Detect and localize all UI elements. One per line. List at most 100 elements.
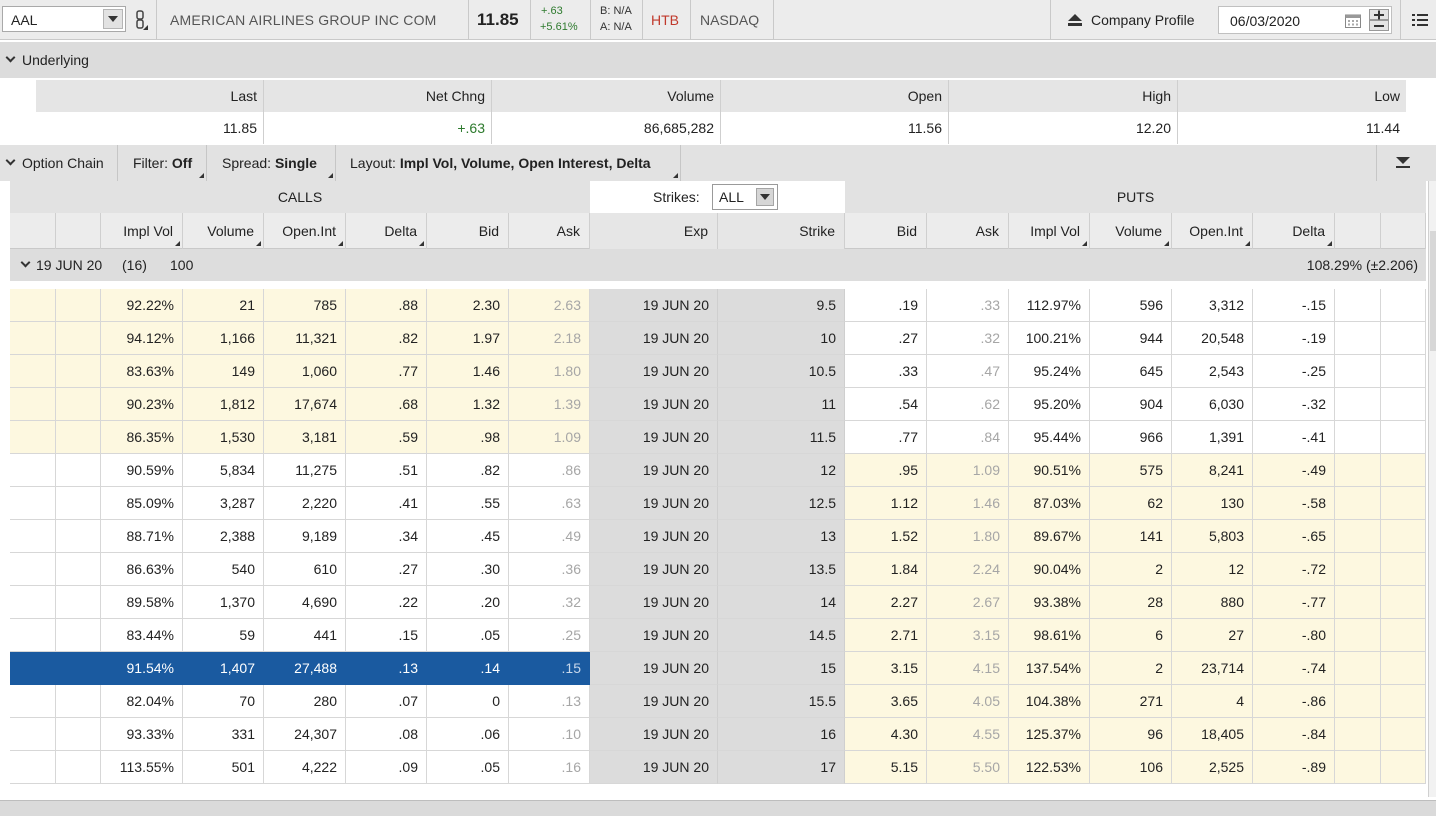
option-row[interactable]: 83.44% 59 441.15.05.25 19 JUN 20 14.5 2.71 3.1… — [10, 619, 1426, 652]
cell-put-ask[interactable]: 1.09 — [927, 454, 1009, 487]
cell-put-bid[interactable]: 2.71 — [845, 619, 927, 652]
cell-put-bid[interactable]: .95 — [845, 454, 927, 487]
col-header-put-open-int[interactable]: Open.Int — [1172, 213, 1253, 249]
cell-call-bid[interactable]: .05 — [427, 751, 509, 784]
option-row[interactable]: 86.35% 1,530 3,181.59.98 1.09 19 JUN 20 11.5.… — [10, 421, 1426, 454]
cell-call-ask[interactable]: 2.63 — [509, 289, 590, 322]
cell-call-bid[interactable]: .55 — [427, 487, 509, 520]
cell-put-ask[interactable]: .84 — [927, 421, 1009, 454]
cell-call-ask[interactable]: .32 — [509, 586, 590, 619]
cell-put-bid[interactable]: 3.65 — [845, 685, 927, 718]
cell-call-ask[interactable]: .49 — [509, 520, 590, 553]
col-header-call-delta[interactable]: Delta — [346, 213, 427, 249]
cell-put-bid[interactable]: 2.27 — [845, 586, 927, 619]
cell-call-ask[interactable]: .86 — [509, 454, 590, 487]
symbol-input[interactable]: AAL — [2, 6, 126, 32]
col-header-call-volume[interactable]: Volume — [183, 213, 264, 249]
col-header-call-open-int[interactable]: Open.Int — [264, 213, 346, 249]
cell-put-bid[interactable]: 1.84 — [845, 553, 927, 586]
strikes-select[interactable]: ALL — [712, 184, 778, 210]
cell-call-bid[interactable]: 2.30 — [427, 289, 509, 322]
option-row[interactable]: 90.59% 5,834 11,275.51.82.86 19 JUN 20 12.95… — [10, 454, 1426, 487]
strikes-dropdown-button[interactable] — [756, 188, 774, 206]
option-row[interactable]: 93.33% 331 24,307.08.06.10 19 JUN 20 16 4.30 4… — [10, 718, 1426, 751]
cell-call-bid[interactable]: .45 — [427, 520, 509, 553]
cell-put-ask[interactable]: 2.24 — [927, 553, 1009, 586]
option-row[interactable]: 91.54% 1,407 27,488.13.14.15 19 JUN 20 15 3.1… — [10, 652, 1426, 685]
option-row[interactable]: 83.63% 149 1,060.77 1.46 1.80 19 JUN 20 10.5.3… — [10, 355, 1426, 388]
cell-call-ask[interactable]: .63 — [509, 487, 590, 520]
cell-put-ask[interactable]: 1.80 — [927, 520, 1009, 553]
cell-call-bid[interactable]: .20 — [427, 586, 509, 619]
option-row[interactable]: 89.58% 1,370 4,690.22.20.32 19 JUN 20 14 2.27… — [10, 586, 1426, 619]
cell-call-ask[interactable]: .36 — [509, 553, 590, 586]
col-header-put-volume[interactable]: Volume — [1090, 213, 1172, 249]
cell-call-bid[interactable]: 1.97 — [427, 322, 509, 355]
chevron-down-icon[interactable] — [20, 257, 31, 268]
scrollbar-thumb[interactable] — [1430, 231, 1436, 351]
cell-put-bid[interactable]: .77 — [845, 421, 927, 454]
collapse-all-button[interactable] — [1376, 145, 1428, 181]
cell-put-ask[interactable]: 2.67 — [927, 586, 1009, 619]
symbol-dropdown-button[interactable] — [103, 9, 123, 29]
cell-put-bid[interactable]: 5.15 — [845, 751, 927, 784]
link-icon[interactable] — [134, 9, 148, 31]
cell-call-ask[interactable]: .15 — [509, 652, 590, 685]
list-menu-icon[interactable] — [1412, 12, 1428, 28]
cell-put-bid[interactable]: 1.12 — [845, 487, 927, 520]
col-header-call-impl-vol[interactable]: Impl Vol — [101, 213, 183, 249]
cell-put-bid[interactable]: 4.30 — [845, 718, 927, 751]
cell-call-ask[interactable]: 2.18 — [509, 322, 590, 355]
cell-call-ask[interactable]: .25 — [509, 619, 590, 652]
option-row[interactable]: 92.22% 21 785.88 2.30 2.63 19 JUN 20 9.5.19.33… — [10, 289, 1426, 322]
option-row[interactable]: 82.04% 70 280.07 0.13 19 JUN 20 15.5 3.65 4.05 1… — [10, 685, 1426, 718]
col-header-put-ask[interactable]: Ask — [927, 213, 1009, 249]
cell-put-ask[interactable]: .47 — [927, 355, 1009, 388]
cell-put-ask[interactable]: 4.55 — [927, 718, 1009, 751]
cell-put-ask[interactable]: 3.15 — [927, 619, 1009, 652]
date-input[interactable]: 06/03/2020 — [1218, 6, 1392, 34]
cell-call-bid[interactable]: .05 — [427, 619, 509, 652]
option-row[interactable]: 86.63% 540 610.27.30.36 19 JUN 20 13.5 1.84 2.… — [10, 553, 1426, 586]
cell-put-bid[interactable]: .54 — [845, 388, 927, 421]
col-header-put-bid[interactable]: Bid — [845, 213, 927, 249]
cell-call-ask[interactable]: 1.80 — [509, 355, 590, 388]
cell-put-ask[interactable]: .33 — [927, 289, 1009, 322]
cell-put-ask[interactable]: 4.15 — [927, 652, 1009, 685]
cell-call-bid[interactable]: .82 — [427, 454, 509, 487]
cell-call-bid[interactable]: .14 — [427, 652, 509, 685]
option-row[interactable]: 85.09% 3,287 2,220.41.55.63 19 JUN 20 12.5 1.… — [10, 487, 1426, 520]
cell-call-ask[interactable]: 1.39 — [509, 388, 590, 421]
cell-call-bid[interactable]: 0 — [427, 685, 509, 718]
expiry-group-row[interactable]: 19 JUN 20 (16) 100 108.29% (±2.206) — [10, 249, 1426, 281]
date-stepper[interactable] — [1369, 9, 1389, 31]
layout-button[interactable]: Layout: Impl Vol, Volume, Open Interest,… — [336, 145, 681, 181]
spread-button[interactable]: Spread: Single — [207, 145, 336, 181]
underlying-header[interactable]: Underlying — [0, 42, 1436, 78]
option-row[interactable]: 113.55% 501 4,222.09.05.16 19 JUN 20 17 5.15 5… — [10, 751, 1426, 784]
option-row[interactable]: 88.71% 2,388 9,189.34.45.49 19 JUN 20 13 1.52… — [10, 520, 1426, 553]
option-chain-toggle[interactable]: Option Chain — [0, 145, 118, 181]
cell-put-bid[interactable]: .19 — [845, 289, 927, 322]
cell-put-ask[interactable]: .62 — [927, 388, 1009, 421]
chevron-down-icon[interactable] — [5, 52, 16, 63]
col-header-exp[interactable]: Exp — [590, 213, 718, 249]
col-header-call-ask[interactable]: Ask — [509, 213, 590, 249]
vertical-scrollbar[interactable] — [1428, 181, 1436, 797]
col-header-strike[interactable]: Strike — [718, 213, 845, 249]
cell-put-bid[interactable]: .33 — [845, 355, 927, 388]
calendar-icon[interactable] — [1345, 13, 1361, 28]
option-row[interactable]: 90.23% 1,812 17,674.68 1.32 1.39 19 JUN 20 11.… — [10, 388, 1426, 421]
cell-put-ask[interactable]: 4.05 — [927, 685, 1009, 718]
cell-put-ask[interactable]: 5.50 — [927, 751, 1009, 784]
cell-call-ask[interactable]: .13 — [509, 685, 590, 718]
option-row[interactable]: 94.12% 1,166 11,321.82 1.97 2.18 19 JUN 20 10.… — [10, 322, 1426, 355]
cell-call-ask[interactable]: .10 — [509, 718, 590, 751]
cell-call-bid[interactable]: .98 — [427, 421, 509, 454]
col-header-call-bid[interactable]: Bid — [427, 213, 509, 249]
col-header-put-impl-vol[interactable]: Impl Vol — [1009, 213, 1090, 249]
cell-put-bid[interactable]: 1.52 — [845, 520, 927, 553]
cell-put-ask[interactable]: 1.46 — [927, 487, 1009, 520]
cell-call-bid[interactable]: 1.32 — [427, 388, 509, 421]
filter-button[interactable]: Filter: Off — [118, 145, 207, 181]
